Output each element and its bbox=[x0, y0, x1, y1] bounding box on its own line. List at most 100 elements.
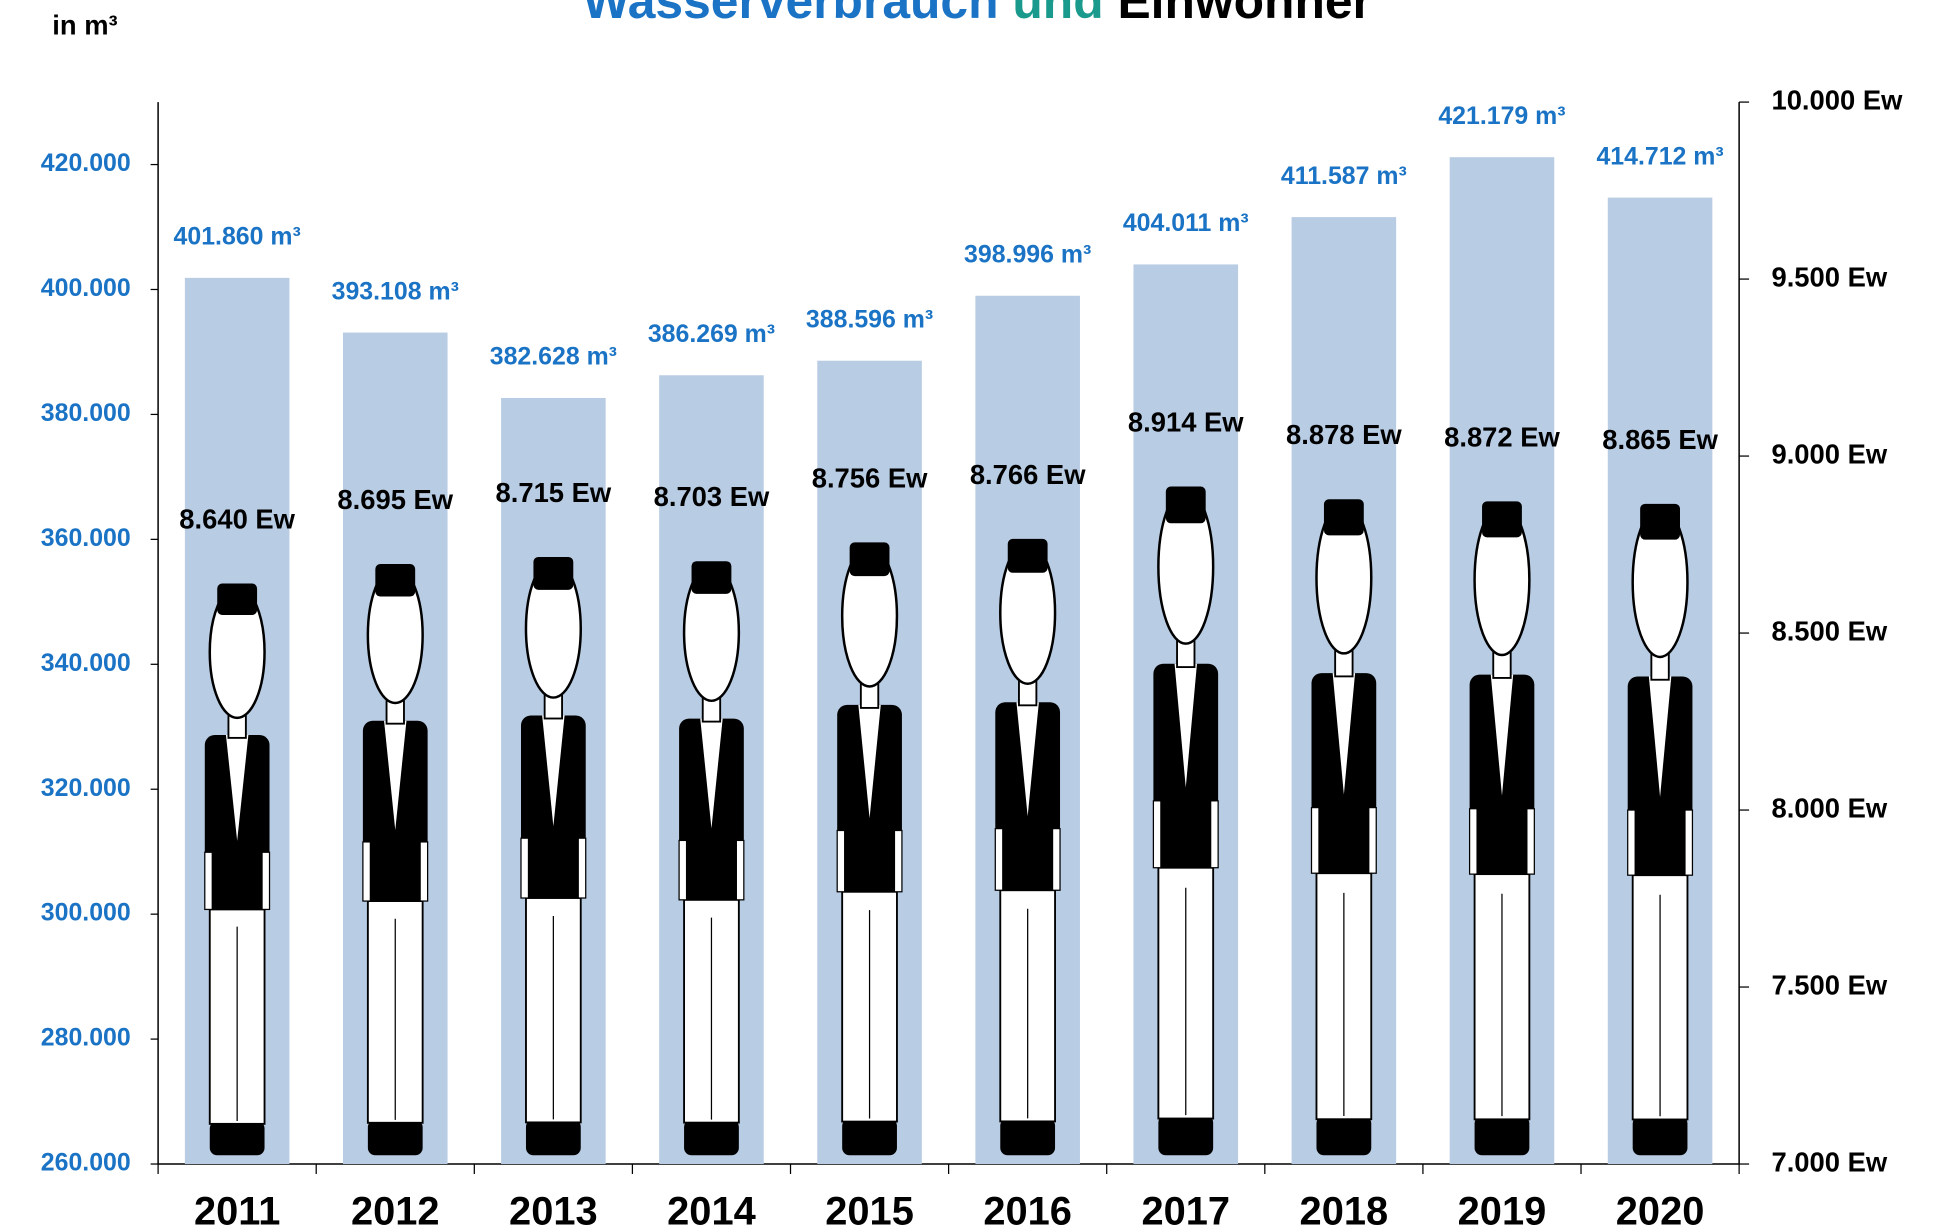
y-tick-label: 360.000 bbox=[41, 524, 131, 552]
value-label: 382.628 m³ bbox=[490, 343, 617, 371]
value-label: 398.996 m³ bbox=[964, 240, 1091, 268]
person-hand-left bbox=[205, 852, 212, 909]
person-hair bbox=[375, 564, 415, 597]
y-tick-label: 340.000 bbox=[41, 649, 131, 677]
person bbox=[1628, 504, 1693, 1155]
person-shoes bbox=[684, 1120, 739, 1156]
y-tick-label: 320.000 bbox=[41, 774, 131, 802]
value-label: 8.872 Ew bbox=[1444, 421, 1560, 452]
x-tick-label: 2013 bbox=[509, 1189, 598, 1232]
value-label: 8.703 Ew bbox=[654, 481, 770, 512]
person-shoes bbox=[842, 1119, 897, 1156]
person-hair bbox=[1640, 504, 1680, 540]
y-tick-label: 300.000 bbox=[41, 899, 131, 927]
x-tick-label: 2017 bbox=[1141, 1189, 1230, 1232]
person-hand-right bbox=[420, 842, 427, 901]
value-label: 388.596 m³ bbox=[806, 305, 933, 333]
person-hair bbox=[850, 542, 890, 576]
value-label: 8.865 Ew bbox=[1602, 424, 1718, 455]
person bbox=[1153, 487, 1218, 1156]
y2-tick-label: 8.500 Ew bbox=[1771, 615, 1887, 646]
value-label: 8.766 Ew bbox=[970, 459, 1086, 490]
value-label: 401.860 m³ bbox=[174, 223, 301, 251]
y2-tick-label: 10.000 Ew bbox=[1771, 84, 1903, 115]
person-hand-right bbox=[1685, 810, 1692, 875]
person-hair bbox=[692, 561, 732, 594]
value-label: 414.712 m³ bbox=[1596, 142, 1723, 170]
person-shoes bbox=[368, 1120, 423, 1155]
person-hand-left bbox=[1628, 810, 1635, 875]
x-tick-label: 2014 bbox=[667, 1189, 756, 1232]
person bbox=[1312, 499, 1377, 1155]
chart: in m³ Wasserverbrauch und Einwohner 260.0… bbox=[0, 0, 1952, 1232]
value-label: 8.640 Ew bbox=[179, 503, 295, 534]
person-hair bbox=[1482, 501, 1522, 537]
person-hair bbox=[217, 583, 257, 614]
title-part: Einwohner bbox=[1117, 0, 1371, 29]
person-hand-right bbox=[262, 852, 269, 909]
y2-tick-label: 9.000 Ew bbox=[1771, 438, 1887, 469]
value-label: 8.695 Ew bbox=[337, 484, 453, 515]
person-hand-left bbox=[995, 829, 1002, 891]
y-tick-label: 400.000 bbox=[41, 274, 131, 302]
title-part: und bbox=[1012, 0, 1103, 29]
person bbox=[363, 564, 428, 1155]
value-label: 393.108 m³ bbox=[332, 277, 459, 305]
y2-tick-label: 9.500 Ew bbox=[1771, 261, 1887, 292]
x-tick-label: 2011 bbox=[194, 1189, 280, 1232]
x-tick-label: 2016 bbox=[983, 1189, 1072, 1232]
person bbox=[837, 542, 902, 1155]
person-shoes bbox=[1633, 1116, 1688, 1155]
person bbox=[205, 583, 270, 1155]
person-hand-right bbox=[736, 840, 743, 899]
person bbox=[679, 561, 744, 1155]
x-tick-label: 2018 bbox=[1300, 1189, 1389, 1232]
x-tick-label: 2012 bbox=[351, 1189, 440, 1232]
person-shoes bbox=[1475, 1116, 1530, 1155]
x-tick-label: 2020 bbox=[1616, 1189, 1705, 1232]
y-tick-label: 420.000 bbox=[41, 149, 131, 177]
person-hand-left bbox=[1153, 801, 1160, 868]
person-hand-right bbox=[1369, 808, 1376, 874]
person-hand-right bbox=[1527, 809, 1534, 874]
person-shoes bbox=[210, 1121, 265, 1155]
person-hand-left bbox=[837, 830, 844, 891]
y2-tick-label: 8.000 Ew bbox=[1771, 792, 1887, 823]
y-tick-label: 280.000 bbox=[41, 1024, 131, 1052]
chart-title: Wasserverbrauch und Einwohner bbox=[583, 0, 1372, 29]
person-hand-left bbox=[679, 840, 686, 899]
person-hand-left bbox=[521, 838, 528, 898]
person-hand-left bbox=[1470, 809, 1477, 874]
person bbox=[1470, 501, 1535, 1155]
person-shoes bbox=[1316, 1116, 1371, 1155]
value-label: 8.914 Ew bbox=[1128, 406, 1244, 437]
value-label: 411.587 m³ bbox=[1281, 162, 1407, 190]
x-tick-label: 2015 bbox=[825, 1189, 914, 1232]
value-label: 8.878 Ew bbox=[1286, 419, 1402, 450]
y2-tick-label: 7.500 Ew bbox=[1771, 969, 1887, 1000]
y-tick-label: 380.000 bbox=[41, 399, 131, 427]
title-part: Wasserverbrauch bbox=[583, 0, 999, 29]
person-hair bbox=[533, 557, 573, 590]
y-axis-label: in m³ bbox=[52, 10, 117, 41]
value-label: 8.756 Ew bbox=[812, 462, 928, 493]
value-label: 421.179 m³ bbox=[1438, 102, 1565, 130]
person-shoes bbox=[1000, 1118, 1055, 1155]
person-hand-right bbox=[1053, 829, 1060, 891]
person-hand-right bbox=[894, 830, 901, 891]
person-hand-right bbox=[578, 838, 585, 898]
person bbox=[995, 539, 1060, 1155]
person-shoes bbox=[526, 1119, 581, 1155]
y2-tick-label: 7.000 Ew bbox=[1771, 1146, 1887, 1177]
person-hair bbox=[1008, 539, 1048, 573]
person bbox=[521, 557, 586, 1155]
value-label: 404.011 m³ bbox=[1123, 209, 1249, 237]
person-hair bbox=[1166, 487, 1206, 524]
x-tick-label: 2019 bbox=[1458, 1189, 1547, 1232]
person-hair bbox=[1324, 499, 1364, 535]
person-hand-right bbox=[1211, 801, 1218, 868]
y-tick-label: 260.000 bbox=[41, 1149, 131, 1177]
value-label: 8.715 Ew bbox=[496, 477, 612, 508]
person-hand-left bbox=[1312, 808, 1319, 874]
value-label: 386.269 m³ bbox=[648, 320, 775, 348]
